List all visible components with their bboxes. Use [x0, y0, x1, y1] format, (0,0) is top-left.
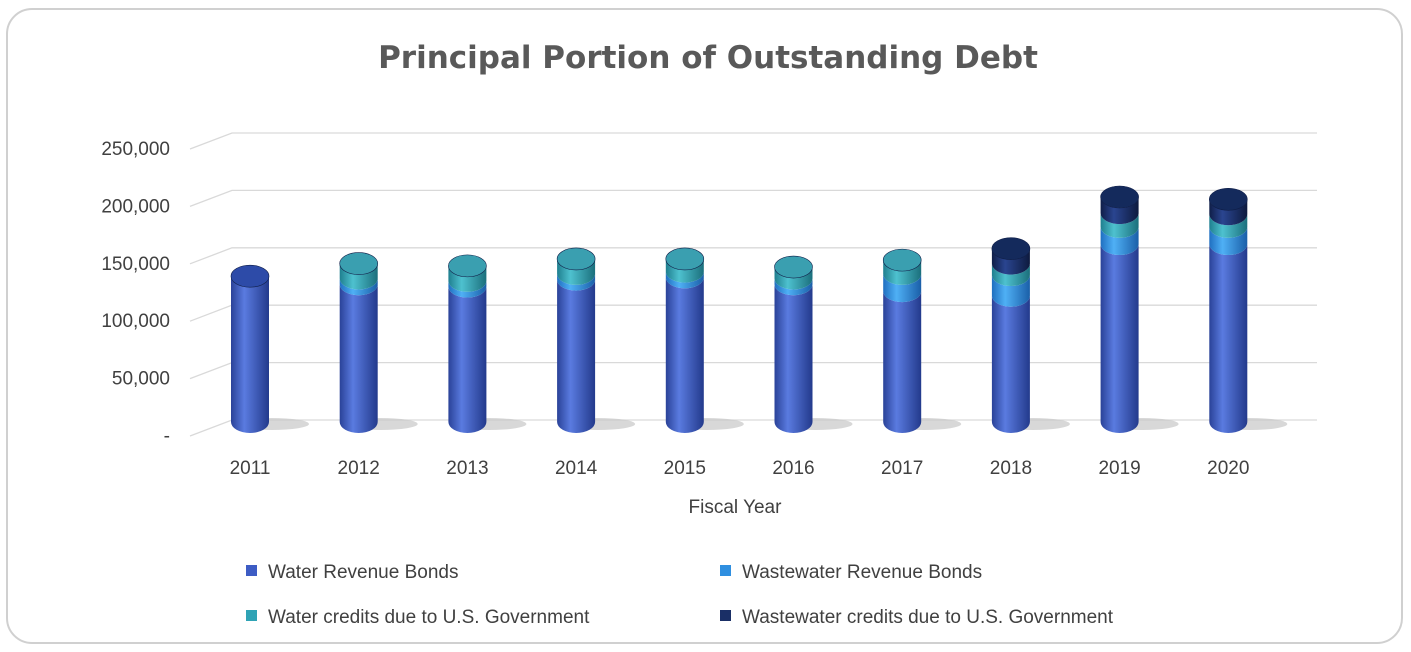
- bar-top: [1209, 187, 1248, 211]
- y-tick-label: -: [164, 426, 170, 447]
- x-tick-label: 2011: [230, 458, 271, 479]
- bar-segment: [883, 273, 922, 303]
- y-axis-ticks: - 50,000 100,000 150,000 200,000 250,000: [101, 139, 170, 447]
- bar-segment: [231, 276, 269, 433]
- bar-segment: [991, 275, 1030, 307]
- bars: [230, 185, 1248, 433]
- bar-top: [665, 247, 705, 271]
- bar-top: [1100, 185, 1139, 209]
- bar-segment: [1100, 244, 1139, 433]
- bar-top: [556, 247, 596, 271]
- legend-marker: [720, 610, 731, 621]
- bar-segment: [991, 248, 1030, 275]
- y-tick-label: 150,000: [101, 254, 170, 275]
- bar-top: [882, 248, 922, 272]
- x-tick-label: 2015: [664, 458, 706, 479]
- legend: Water Revenue Bonds Wastewater Revenue Bo…: [246, 562, 1114, 628]
- gridline: [189, 247, 1317, 265]
- legend-label: Wastewater credits due to U.S. Governmen…: [742, 607, 1114, 628]
- x-tick-label: 2018: [990, 458, 1032, 479]
- bar-segment: [1100, 213, 1139, 238]
- bar-segment: [991, 295, 1030, 433]
- gridline: [189, 189, 1317, 208]
- bar-segment: [774, 284, 813, 433]
- bar-segment: [1209, 199, 1248, 226]
- bar-segment: [339, 284, 378, 433]
- x-tick-label: 2013: [446, 458, 488, 479]
- bar-segment: [991, 263, 1030, 287]
- bar-segment: [557, 279, 596, 433]
- x-tick-label: 2017: [881, 458, 923, 479]
- x-tick-label: 2012: [338, 458, 380, 479]
- bar-segment: [1209, 214, 1248, 238]
- bar-top: [991, 237, 1031, 260]
- legend-marker: [720, 565, 731, 576]
- bar-segment: [448, 280, 487, 298]
- bar-segment: [448, 286, 487, 433]
- bar-segment: [1209, 226, 1248, 256]
- bar-top: [448, 254, 487, 278]
- y-tick-label: 200,000: [101, 196, 170, 217]
- x-tick-label: 2014: [555, 458, 598, 479]
- bar-segment: [883, 260, 922, 285]
- bar-segment: [1209, 244, 1248, 433]
- legend-label: Water Revenue Bonds: [268, 562, 458, 583]
- bar-segment: [665, 258, 704, 283]
- bar-segment: [557, 273, 596, 291]
- x-tick-label: 2020: [1207, 458, 1249, 479]
- legend-label: Wastewater Revenue Bonds: [742, 562, 982, 583]
- x-tick-label: 2019: [1098, 458, 1140, 479]
- gridlines: [189, 132, 1317, 437]
- bar-top: [339, 252, 379, 275]
- bar-segment: [665, 277, 704, 433]
- y-tick-label: 50,000: [112, 369, 170, 390]
- bar-segment: [448, 265, 487, 292]
- chart-title: Principal Portion of Outstanding Debt: [378, 40, 1038, 76]
- bar-segment: [883, 291, 922, 433]
- bar-segment: [339, 278, 378, 296]
- bar-segment: [339, 263, 378, 290]
- legend-marker: [246, 565, 257, 576]
- bar-segment: [1100, 196, 1139, 225]
- y-tick-label: 250,000: [101, 139, 170, 160]
- bar-segment: [665, 271, 704, 289]
- x-tick-label: 2016: [772, 458, 814, 479]
- bar-segment: [1100, 226, 1139, 256]
- y-tick-label: 100,000: [101, 311, 170, 332]
- bar-segment: [774, 278, 813, 296]
- bar-segment: [557, 258, 596, 285]
- x-axis-ticks: 2011 2012 2013 2014 2015 2016 2017 2018 2019 2020: [230, 458, 1250, 479]
- legend-label: Water credits due to U.S. Government: [268, 607, 590, 628]
- bar-top: [774, 255, 813, 279]
- gridline: [189, 132, 1317, 150]
- bar-top: [230, 264, 270, 288]
- legend-marker: [246, 610, 257, 621]
- x-axis-title: Fiscal Year: [689, 497, 783, 518]
